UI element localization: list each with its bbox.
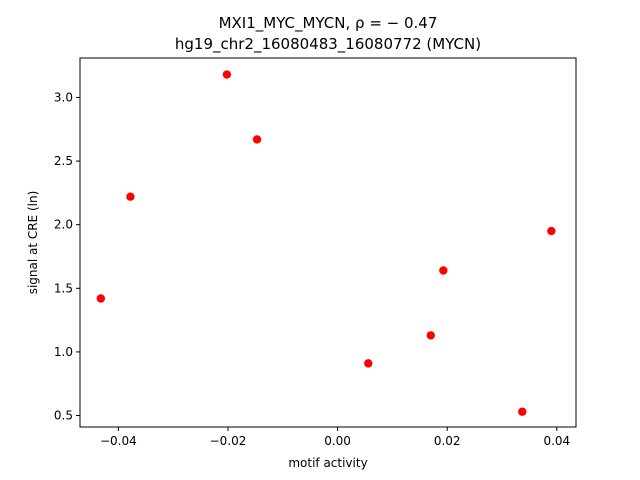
data-point-3 [222, 70, 232, 79]
x-axis-label: motif activity [288, 456, 367, 470]
x-tick-label-2: −0.02 [210, 434, 247, 448]
y-axis-label: signal at CRE (ln) [26, 191, 40, 295]
y-tick-label-2: 1.0 [54, 345, 73, 359]
x-tick-label-1: −0.04 [100, 434, 137, 448]
axes-frame [79, 57, 577, 428]
data-point-8 [518, 407, 527, 416]
data-point-6 [426, 331, 435, 340]
y-tick-label-3: 1.5 [54, 281, 73, 295]
data-point-1 [96, 294, 106, 303]
plot-area [96, 70, 556, 416]
data-point-4 [252, 135, 262, 144]
y-tick-label-5: 2.5 [54, 154, 73, 168]
x-tick-label-3: 0.00 [324, 434, 351, 448]
y-tick-label-4: 2.0 [54, 218, 73, 232]
data-point-2 [126, 192, 135, 201]
chart-title-line2: hg19_chr2_16080483_16080772 (MYCN) [175, 35, 481, 54]
y-tick-label-6: 3.0 [54, 90, 73, 104]
y-axis: 0.5 1.0 1.5 2.0 2.5 3.0 [54, 90, 80, 423]
y-tick-label-1: 0.5 [54, 409, 73, 423]
x-axis: −0.04 −0.02 0.00 0.02 0.04 [100, 427, 570, 448]
chart-title-line1: MXI1_MYC_MYCN, ρ = − 0.47 [219, 14, 438, 33]
x-tick-label-4: 0.02 [434, 434, 461, 448]
data-point-5 [364, 359, 373, 368]
data-point-9 [547, 226, 556, 236]
data-point-7 [439, 266, 448, 275]
x-tick-label-5: 0.04 [543, 434, 570, 448]
